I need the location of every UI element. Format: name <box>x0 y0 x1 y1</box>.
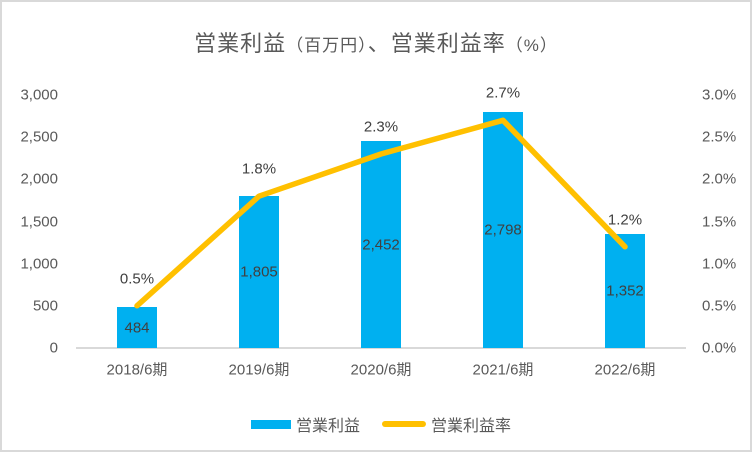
y-axis-tick-label: 1,500 <box>20 213 58 230</box>
y2-axis-tick-label: 0.0% <box>702 339 737 357</box>
y2-axis-tick-label: 1.0% <box>702 255 737 273</box>
x-category-label: 2022/6期 <box>594 361 656 379</box>
y-axis-tick-label: 3,000 <box>20 86 58 104</box>
bar-data-label: 2,452 <box>362 236 400 254</box>
y-axis-tick-label: 1,000 <box>20 255 58 273</box>
x-axis-line <box>76 347 686 349</box>
line-data-label: 1.8% <box>241 160 277 178</box>
y2-axis-tick-label: 3.0% <box>702 86 737 104</box>
line-swatch-icon <box>382 421 426 427</box>
y2-axis-tick-label: 2.5% <box>702 128 737 146</box>
chart-title: 営業利益（百万円）、営業利益率（%） <box>2 26 750 58</box>
chart-title-part: （百万円） <box>286 36 368 55</box>
y-axis-tick-label: 2,500 <box>20 128 58 146</box>
y2-axis-tick-label: 1.5% <box>702 213 737 230</box>
line-data-label: 2.3% <box>363 118 399 136</box>
bar-data-label: 2,798 <box>484 221 522 239</box>
legend-item-operating-margin: 営業利益率 <box>382 412 511 436</box>
x-category-label: 2019/6期 <box>228 361 290 379</box>
chart-title-part: 営業利益 <box>194 31 287 56</box>
bar-swatch-icon <box>250 419 291 429</box>
chart-title-part: （%） <box>505 36 558 55</box>
y-axis-tick-label: 2,000 <box>20 170 58 188</box>
y2-axis-tick-label: 2.0% <box>702 170 737 188</box>
line-data-label: 2.7% <box>485 84 521 102</box>
x-category-label: 2021/6期 <box>472 361 534 379</box>
y-axis-tick-label: 500 <box>32 297 58 315</box>
y2-axis-tick-label: 0.5% <box>702 297 737 315</box>
line-data-label: 0.5% <box>119 270 155 288</box>
legend-item-operating-profit: 営業利益 <box>250 412 360 436</box>
x-category-label: 2020/6期 <box>350 361 412 379</box>
bar-data-label: 1,805 <box>240 263 278 281</box>
bar-data-label: 484 <box>124 319 150 337</box>
bar-data-label: 1,352 <box>606 282 644 300</box>
line-data-label: 1.2% <box>607 211 643 229</box>
y-axis-tick-label: 0 <box>49 339 58 357</box>
legend-label: 営業利益 <box>295 418 360 435</box>
legend: 営業利益 営業利益率 <box>250 412 511 436</box>
legend-label: 営業利益率 <box>431 418 512 435</box>
chart-title-part: 、営業利益率 <box>367 31 506 56</box>
x-category-label: 2018/6期 <box>106 361 168 379</box>
bar-2018/6期 <box>117 307 157 348</box>
